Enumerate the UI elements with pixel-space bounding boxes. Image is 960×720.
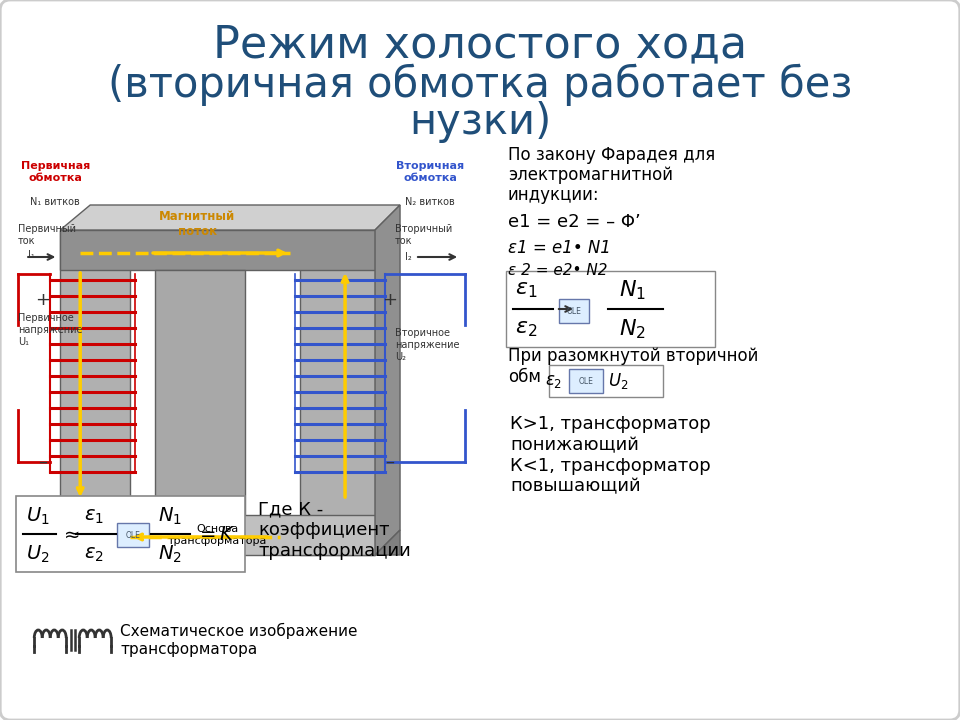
Text: –: – — [37, 453, 47, 471]
Polygon shape — [375, 205, 400, 555]
Text: $\varepsilon_2$: $\varepsilon_2$ — [84, 544, 104, 564]
Text: +: + — [35, 291, 50, 309]
Text: OLE: OLE — [566, 307, 582, 315]
Polygon shape — [60, 230, 131, 555]
FancyBboxPatch shape — [16, 496, 245, 572]
Text: По закону Фарадея для: По закону Фарадея для — [508, 146, 715, 164]
Text: К>1, трансформатор
понижающий
К<1, трансформатор
повышающий: К>1, трансформатор понижающий К<1, транс… — [510, 415, 710, 495]
Text: $\varepsilon_1$: $\varepsilon_1$ — [515, 280, 538, 300]
Text: ε 2 = e2• N2: ε 2 = e2• N2 — [508, 263, 608, 277]
Text: Вторичная
обмотка: Вторичная обмотка — [396, 161, 464, 183]
Text: $N_1$: $N_1$ — [619, 278, 646, 302]
Text: Где К -
коэффициент
трансформации: Где К - коэффициент трансформации — [258, 500, 411, 560]
FancyBboxPatch shape — [549, 365, 663, 397]
Text: $\approx$: $\approx$ — [60, 524, 81, 544]
Text: Первичный
ток: Первичный ток — [18, 224, 76, 246]
Text: N₂ витков: N₂ витков — [405, 197, 455, 207]
Text: Вторичный
ток: Вторичный ток — [396, 224, 452, 246]
Text: Магнитный
поток: Магнитный поток — [159, 210, 235, 238]
Text: При разомкнутой вторичной: При разомкнутой вторичной — [508, 347, 758, 365]
Text: электромагнитной: электромагнитной — [508, 166, 673, 184]
Polygon shape — [60, 230, 375, 270]
Text: обм: обм — [508, 368, 541, 386]
Text: Первичная
обмотка: Первичная обмотка — [20, 161, 90, 183]
FancyBboxPatch shape — [117, 523, 149, 547]
Text: +: + — [382, 291, 397, 309]
Polygon shape — [60, 515, 375, 555]
Text: $N_1$: $N_1$ — [158, 505, 182, 526]
Text: OLE: OLE — [579, 377, 593, 385]
Text: $\varepsilon_2$: $\varepsilon_2$ — [545, 372, 563, 390]
FancyBboxPatch shape — [569, 369, 603, 393]
Text: индукции:: индукции: — [508, 186, 600, 204]
Polygon shape — [300, 230, 375, 555]
Text: N₁ витков: N₁ витков — [31, 197, 80, 207]
Text: I₂: I₂ — [405, 252, 412, 262]
Text: –: – — [386, 453, 395, 471]
Text: ε1 = e1• N1: ε1 = e1• N1 — [508, 239, 611, 257]
Text: нузки): нузки) — [409, 101, 551, 143]
Text: $U_1$: $U_1$ — [27, 505, 50, 526]
Text: $N_2$: $N_2$ — [158, 544, 182, 564]
Polygon shape — [156, 270, 245, 515]
FancyBboxPatch shape — [559, 299, 588, 323]
Text: OLE: OLE — [126, 531, 140, 539]
Text: $U_2$: $U_2$ — [27, 544, 50, 564]
Text: $\varepsilon_1$: $\varepsilon_1$ — [84, 506, 104, 526]
Text: $\varepsilon_2$: $\varepsilon_2$ — [515, 319, 537, 339]
Text: Вторичное
напряжение
U₂: Вторичное напряжение U₂ — [396, 328, 460, 361]
Polygon shape — [60, 205, 400, 230]
FancyBboxPatch shape — [506, 271, 715, 347]
Text: I₁: I₁ — [28, 250, 35, 260]
Text: $N_2$: $N_2$ — [619, 318, 646, 341]
Text: Режим холостого хода: Режим холостого хода — [213, 24, 747, 66]
Text: (вторичная обмотка работает без: (вторичная обмотка работает без — [108, 64, 852, 106]
Text: $= K$: $= K$ — [196, 524, 236, 544]
Text: Основа
трансформатора: Основа трансформатора — [167, 524, 267, 546]
Text: e1 = e2 = – Φ’: e1 = e2 = – Φ’ — [508, 213, 640, 231]
Text: Схематическое изображение
трансформатора: Схематическое изображение трансформатора — [120, 624, 358, 657]
Polygon shape — [375, 530, 400, 555]
Text: Первичное
напряжение
U₁: Первичное напряжение U₁ — [18, 313, 83, 346]
Text: $U_2$: $U_2$ — [608, 371, 628, 391]
